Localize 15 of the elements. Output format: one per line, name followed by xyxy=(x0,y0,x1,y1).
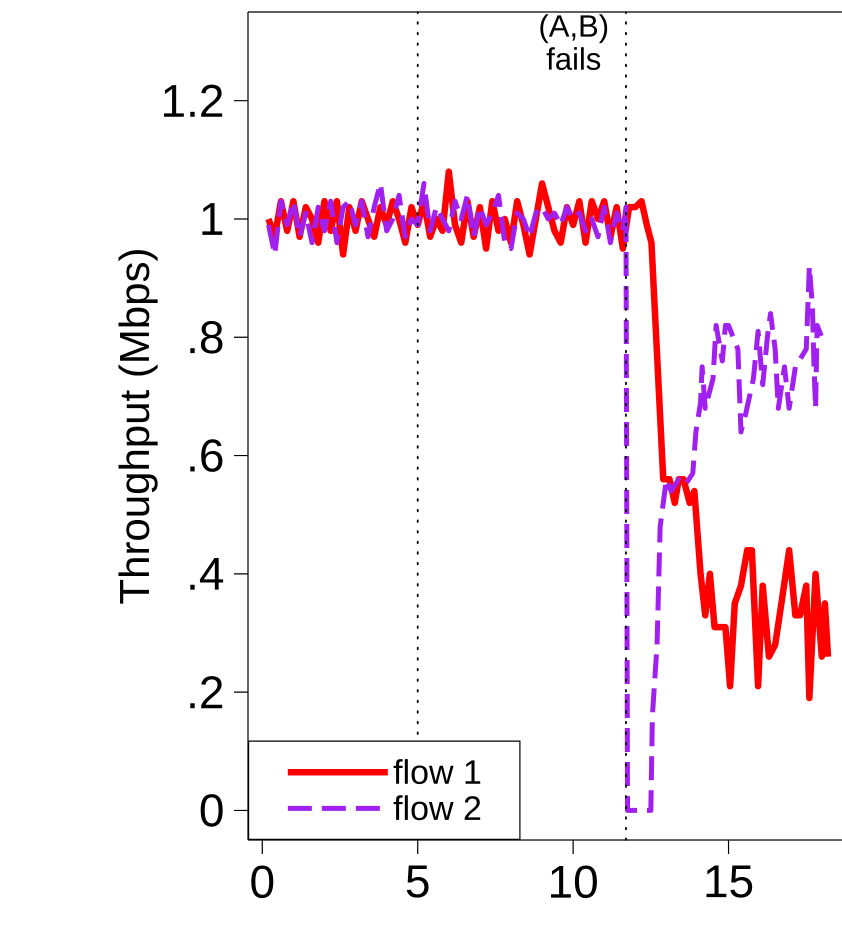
x-tick-label: 15 xyxy=(706,866,752,898)
x-tick-label: 5 xyxy=(406,866,429,898)
legend-label: flow 2 xyxy=(394,795,480,820)
legend-label: flow 1 xyxy=(394,759,480,784)
ref-line-label: (A,B) fails xyxy=(540,14,608,70)
y-tick-label: .8 xyxy=(190,321,222,354)
y-tick-label: .4 xyxy=(190,558,224,590)
y-axis-title: Throughput (Mbps) xyxy=(118,250,158,604)
y-tick-label: .6 xyxy=(190,439,222,472)
y-tick-label: 1 xyxy=(202,203,222,235)
y-tick-label: .2 xyxy=(190,676,222,708)
y-tick-label: 1.2 xyxy=(164,84,222,117)
x-tick-label: 10 xyxy=(551,866,597,898)
y-tick-label: 0 xyxy=(200,794,223,827)
x-tick-label: 0 xyxy=(251,866,274,898)
